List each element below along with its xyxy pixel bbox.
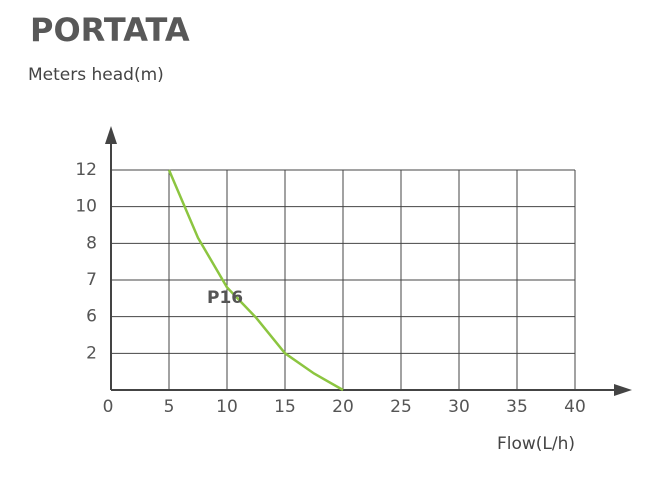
- data-line: [167, 169, 344, 392]
- x-tick-label: 35: [506, 397, 528, 417]
- y-tick-label: 7: [86, 270, 97, 290]
- y-tick-label: 2: [86, 343, 97, 363]
- x-tick-label: 15: [274, 397, 296, 417]
- x-tick-label: 5: [164, 397, 175, 417]
- y-axis-arrow: [105, 126, 117, 144]
- y-axis-label: Meters head(m): [28, 65, 164, 85]
- x-tick-label: 20: [332, 397, 354, 417]
- y-tick-label: 8: [86, 233, 97, 253]
- y-tick-label: 6: [86, 307, 97, 327]
- series-label: P16: [207, 288, 243, 308]
- x-tick-label: 30: [448, 397, 470, 417]
- y-tick-label: 12: [75, 160, 97, 180]
- x-tick-label: 0: [103, 397, 114, 417]
- chart-title: PORTATA: [30, 11, 190, 49]
- x-axis-label: Flow(L/h): [497, 434, 575, 454]
- y-tick-label: 10: [75, 197, 97, 217]
- x-tick-label: 10: [216, 397, 238, 417]
- x-axis-arrow: [614, 384, 632, 396]
- x-tick-label: 25: [390, 397, 412, 417]
- x-tick-label: 40: [564, 397, 586, 417]
